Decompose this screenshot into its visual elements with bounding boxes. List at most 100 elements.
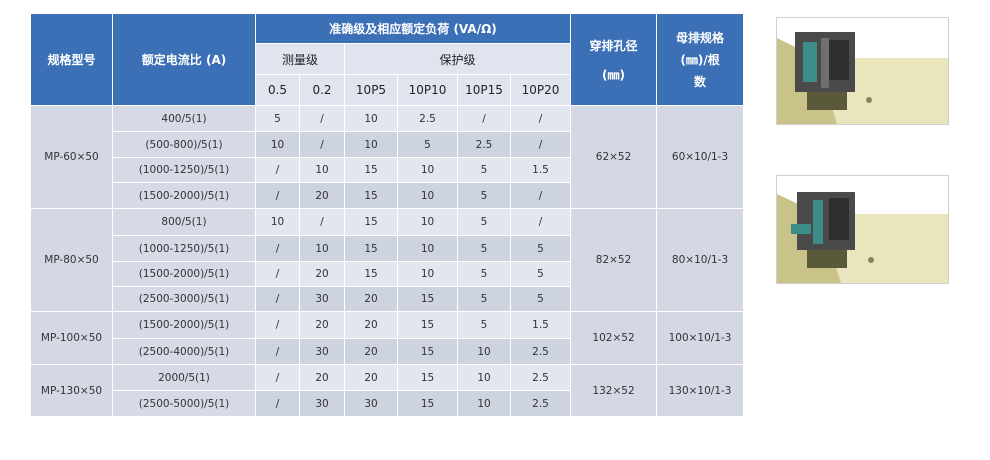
header-measure: 测量级: [255, 43, 345, 75]
header-model: 规格型号: [30, 13, 113, 106]
header-hole: 穿排孔径 (㎜): [570, 13, 658, 106]
load-cell: 5: [457, 208, 511, 236]
busbar-mount-photo-1-icon: [777, 18, 948, 124]
load-cell: 1.5: [509, 157, 572, 183]
load-cell: 10: [299, 235, 345, 262]
load-cell: /: [509, 208, 572, 236]
load-cell: 5: [457, 311, 511, 339]
load-cell: 10: [344, 105, 398, 132]
load-cell: 5: [509, 261, 572, 287]
busbar-cell: 80×10/1-3: [656, 208, 745, 312]
ratio-cell: (1000-1250)/5(1): [112, 157, 256, 183]
load-cell: 30: [299, 390, 345, 417]
header-class: 10P10: [397, 74, 458, 106]
load-cell: 5: [397, 131, 458, 158]
ratio-cell: (500-800)/5(1): [112, 131, 256, 158]
load-cell: /: [299, 208, 345, 236]
load-cell: /: [255, 182, 300, 209]
model-cell: MP-80×50: [30, 208, 113, 312]
table-row: (1000-1250)/5(1)/10 15 10 5 5: [31, 235, 744, 262]
load-cell: /: [299, 131, 345, 158]
spec-table: 规格型号 额定电流比 (A) 准确级及相应额定负荷 (VA/Ω) 穿排孔径 (㎜…: [30, 13, 745, 417]
model-cell: MP-130×50: [30, 364, 113, 417]
ratio-cell: (1500-2000)/5(1): [112, 311, 256, 339]
load-cell: 5: [255, 105, 300, 132]
load-cell: 20: [299, 311, 345, 339]
load-cell: 10: [397, 182, 458, 209]
model-cell: MP-100×50: [30, 311, 113, 365]
header-busbar-unit: (㎜)/根: [680, 53, 720, 67]
load-cell: 15: [397, 364, 458, 391]
load-cell: /: [255, 338, 300, 365]
load-cell: /: [255, 364, 300, 391]
load-cell: 5: [457, 157, 511, 183]
load-cell: 10: [457, 390, 511, 417]
load-cell: 2.5: [509, 364, 572, 391]
load-cell: 15: [397, 311, 458, 339]
load-cell: 2.5: [509, 338, 572, 365]
header-ratio: 额定电流比 (A): [112, 13, 256, 106]
load-cell: 20: [299, 364, 345, 391]
load-cell: /: [299, 105, 345, 132]
load-cell: 15: [344, 208, 398, 236]
ratio-cell: (2500-4000)/5(1): [112, 338, 256, 365]
load-cell: /: [457, 105, 511, 132]
load-cell: 10: [457, 338, 511, 365]
load-cell: 5: [457, 235, 511, 262]
ratio-cell: (2500-3000)/5(1): [112, 286, 256, 312]
ratio-cell: (2500-5000)/5(1): [112, 390, 256, 417]
header-class: 10P5: [344, 74, 398, 106]
load-cell: 5: [509, 235, 572, 262]
load-cell: /: [509, 105, 572, 132]
load-cell: /: [255, 157, 300, 183]
load-cell: 5: [457, 182, 511, 209]
load-cell: 30: [299, 286, 345, 312]
load-cell: 20: [344, 364, 398, 391]
header-class: 10P20: [509, 74, 572, 106]
load-cell: 15: [397, 286, 458, 312]
load-cell: 20: [344, 311, 398, 339]
load-cell: 15: [344, 157, 398, 183]
header-busbar-unit2: 数: [694, 75, 707, 89]
header-class: 0.2: [299, 74, 345, 106]
header-class: 10P15: [457, 74, 511, 106]
model-cell: MP-60×50: [30, 105, 113, 209]
load-cell: 10: [397, 208, 458, 236]
load-cell: 5: [457, 261, 511, 287]
load-cell: 10: [344, 131, 398, 158]
product-photo-1: [776, 17, 949, 125]
hole-cell: 102×52: [570, 311, 658, 365]
load-cell: 2.5: [509, 390, 572, 417]
load-cell: 2.5: [457, 131, 511, 158]
load-cell: 10: [397, 261, 458, 287]
busbar-cell: 100×10/1-3: [656, 311, 745, 365]
spec-table-body: MP-60×50 400/5(1) 5/10 2.5//62×52 60×10/1-3(…: [30, 105, 745, 417]
load-cell: /: [255, 286, 300, 312]
load-cell: 20: [299, 261, 345, 287]
load-cell: 10: [299, 157, 345, 183]
load-cell: 30: [344, 390, 398, 417]
load-cell: 10: [397, 157, 458, 183]
header-protect: 保护级: [343, 43, 572, 75]
ratio-cell: (1500-2000)/5(1): [112, 261, 256, 287]
header-busbar-label: 母排规格: [676, 31, 725, 45]
load-cell: 15: [397, 338, 458, 365]
ratio-cell: 400/5(1): [112, 105, 256, 132]
load-cell: 15: [344, 261, 398, 287]
load-cell: /: [255, 311, 300, 339]
header-busbar: 母排规格 (㎜)/根 数: [656, 13, 745, 106]
table-row: (2500-3000)/5(1)/30 20 15 5 5: [31, 286, 744, 312]
table-row: (2500-4000)/5(1)/30 20 15 10 2.5: [31, 338, 744, 365]
load-cell: /: [509, 131, 572, 158]
table-row: (500-800)/5(1) 10/10 5 2.5/: [31, 131, 744, 158]
load-cell: /: [509, 182, 572, 209]
load-cell: 10: [397, 235, 458, 262]
ratio-cell: (1500-2000)/5(1): [112, 182, 256, 209]
load-cell: 20: [299, 182, 345, 209]
header-hole-label: 穿排孔径: [589, 38, 638, 53]
table-row: MP-100×50 (1500-2000)/5(1)/20 20 15 5 1.5 102×…: [30, 311, 745, 365]
load-cell: 10: [457, 364, 511, 391]
load-cell: 30: [299, 338, 345, 365]
table-row: MP-80×50 800/5(1) 10/15 10 5/82×52 80×10/1-3: [30, 208, 745, 312]
hole-cell: 132×52: [570, 364, 658, 417]
